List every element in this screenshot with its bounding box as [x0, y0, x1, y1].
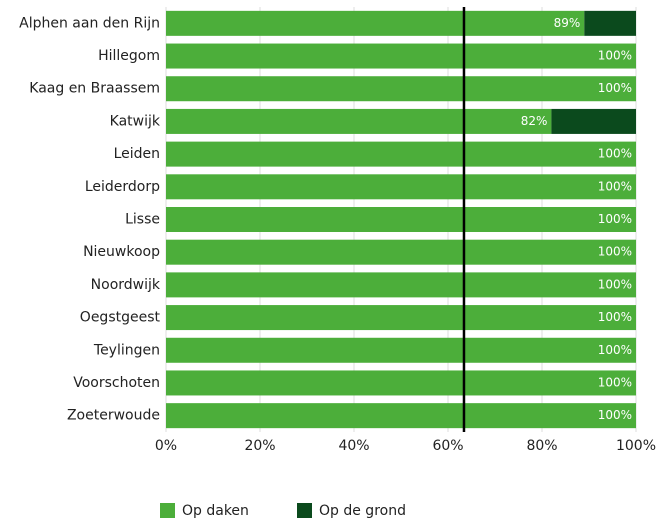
bar: [166, 272, 636, 298]
data-label: 100%: [598, 179, 632, 193]
y-tick-label: Voorschoten: [73, 375, 160, 391]
legend-label: Op de grond: [319, 503, 406, 519]
data-label: 100%: [598, 408, 632, 422]
y-tick-label: Nieuwkoop: [83, 244, 160, 260]
bar: [584, 10, 636, 36]
legend-swatch: [297, 503, 312, 518]
bar: [166, 239, 636, 265]
y-tick-label: Kaag en Braassem: [29, 81, 160, 97]
x-tick-label: 0%: [155, 438, 177, 454]
data-label: 100%: [598, 147, 632, 161]
bar: [166, 370, 636, 396]
bar: [166, 43, 636, 69]
y-tick-label: Leiden: [114, 146, 160, 162]
y-tick-label: Oegstgeest: [80, 310, 161, 326]
data-label: 100%: [598, 343, 632, 357]
y-tick-label: Lisse: [125, 212, 160, 228]
data-label: 100%: [598, 49, 632, 63]
x-tick-label: 20%: [244, 438, 275, 454]
data-label: 100%: [598, 245, 632, 259]
y-tick-label: Zoeterwoude: [67, 408, 160, 424]
bar: [166, 174, 636, 200]
x-tick-label: 80%: [526, 438, 557, 454]
bar: [166, 305, 636, 331]
data-label: 89%: [554, 16, 581, 30]
bar: [166, 141, 636, 167]
data-label: 100%: [598, 310, 632, 324]
bar: [166, 337, 636, 363]
y-tick-label: Noordwijk: [91, 277, 161, 293]
y-tick-label: Teylingen: [93, 342, 160, 358]
data-label: 100%: [598, 375, 632, 389]
legend-swatch: [160, 503, 175, 518]
bar: [551, 108, 636, 134]
bar: [166, 76, 636, 102]
bar: [166, 10, 585, 36]
bar: [166, 207, 636, 232]
legend-label: Op daken: [182, 503, 249, 519]
x-tick-label: 60%: [432, 438, 463, 454]
data-label: 82%: [521, 114, 548, 128]
data-label: 100%: [598, 212, 632, 226]
x-tick-label: 40%: [338, 438, 369, 454]
bar: [166, 108, 552, 134]
y-tick-label: Leiderdorp: [85, 179, 160, 195]
bar: [166, 403, 636, 429]
y-tick-label: Alphen aan den Rijn: [19, 15, 160, 31]
y-tick-label: Katwijk: [110, 113, 161, 129]
data-label: 100%: [598, 81, 632, 95]
y-tick-label: Hillegom: [98, 48, 160, 64]
x-tick-label: 100%: [616, 438, 656, 454]
data-label: 100%: [598, 277, 632, 291]
